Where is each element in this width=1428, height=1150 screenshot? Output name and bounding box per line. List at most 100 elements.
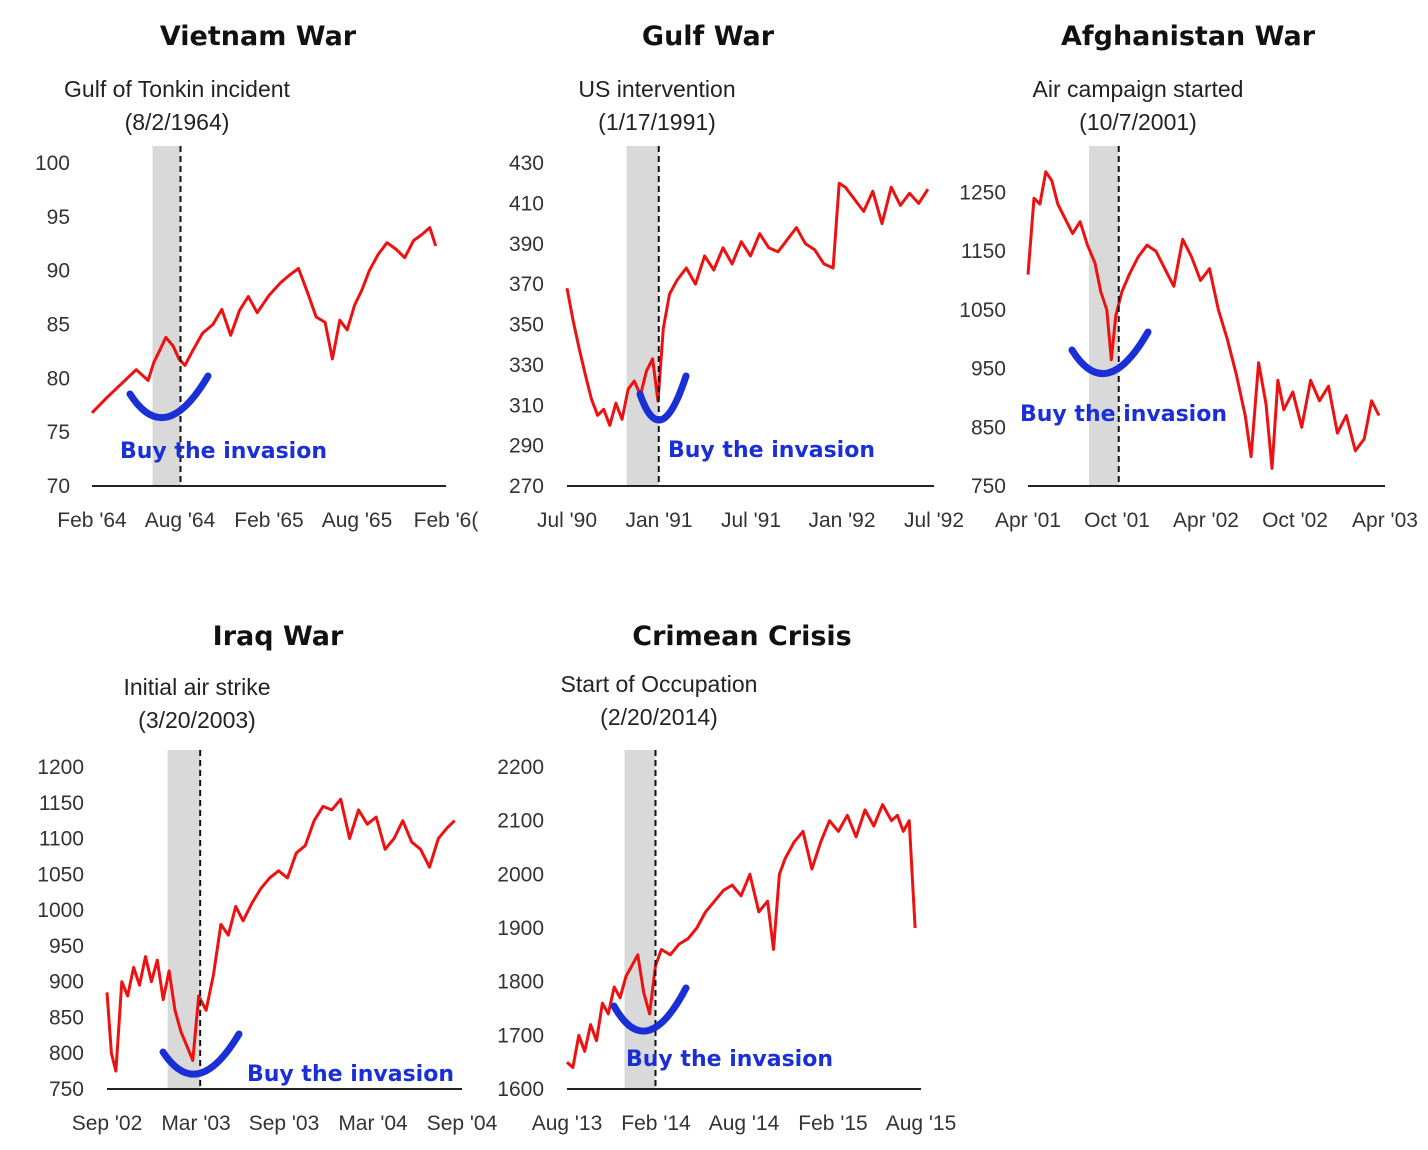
chart-panel-5: Crimean Crisis Start of Occupation (2/20/2… xyxy=(497,621,956,1135)
event-date: (1/17/1991) xyxy=(598,109,716,135)
x-tick-label: Aug '13 xyxy=(532,1112,603,1135)
y-tick-label: 80 xyxy=(47,367,70,390)
pre-event-shade xyxy=(624,750,656,1089)
y-tick-label: 950 xyxy=(49,935,84,958)
y-tick-label: 1100 xyxy=(39,828,84,851)
y-tick-label: 900 xyxy=(49,971,84,994)
y-tick-label: 95 xyxy=(47,206,70,229)
chart-panel-2: Gulf War US intervention (1/17/1991) 430 410… xyxy=(509,21,964,532)
y-tick-label: 2200 xyxy=(497,756,544,779)
y-tick-label: 1600 xyxy=(497,1078,544,1101)
x-tick-label: Sep '04 xyxy=(427,1112,498,1135)
x-tick-label: Jan '92 xyxy=(808,509,875,532)
y-tick-label: 370 xyxy=(509,273,544,296)
y-tick-label: 330 xyxy=(509,354,544,377)
pre-event-shade xyxy=(626,146,659,486)
y-tick-label: 390 xyxy=(509,233,544,256)
event-annotation: Gulf of Tonkin incident xyxy=(64,76,290,102)
chart-title: Vietnam War xyxy=(160,21,357,52)
y-tick-label: 1000 xyxy=(37,899,84,922)
chart-title: Crimean Crisis xyxy=(632,621,851,652)
y-tick-label: 75 xyxy=(47,421,70,444)
price-series-line xyxy=(565,803,917,1069)
y-tick-label: 350 xyxy=(509,314,544,337)
y-tick-label: 310 xyxy=(509,394,544,417)
x-tick-label: Feb '64 xyxy=(57,509,127,532)
y-tick-label: 2100 xyxy=(497,810,544,833)
event-annotation: Start of Occupation xyxy=(561,671,758,697)
x-tick-label: Apr '03 xyxy=(1352,509,1418,532)
x-tick-label: Aug '15 xyxy=(886,1112,957,1135)
y-tick-label: 1900 xyxy=(497,917,544,940)
chart-panel-4: Iraq War Initial air strike (3/20/2003) 120… xyxy=(37,621,497,1135)
y-tick-label: 70 xyxy=(47,475,70,498)
price-series-line xyxy=(565,181,930,427)
y-tick-label: 290 xyxy=(509,435,544,458)
pre-event-shade xyxy=(1088,146,1119,486)
event-date: (3/20/2003) xyxy=(138,707,256,733)
smile-mark xyxy=(636,372,690,424)
smile-mark xyxy=(126,372,212,422)
x-tick-label: Oct '02 xyxy=(1262,509,1328,532)
buy-callout: Buy the invasion xyxy=(120,439,327,464)
y-tick-label: 410 xyxy=(509,192,544,215)
x-tick-label: Jul '91 xyxy=(721,509,781,532)
x-tick-label: Jan '91 xyxy=(625,509,692,532)
y-tick-label: 1200 xyxy=(37,756,84,779)
chart-title: Gulf War xyxy=(642,21,775,52)
y-tick-label: 1050 xyxy=(37,863,84,886)
y-tick-label: 750 xyxy=(971,475,1006,498)
buy-callout: Buy the invasion xyxy=(668,438,875,463)
smile-mark xyxy=(159,1030,243,1078)
x-tick-label: Sep '02 xyxy=(72,1112,143,1135)
chart-panel-3: Afghanistan War Air campaign started (10/7… xyxy=(959,21,1418,532)
y-tick-label: 950 xyxy=(971,358,1006,381)
chart-panel-1: Vietnam War Gulf of Tonkin incident (8/2/1… xyxy=(35,21,478,532)
event-annotation: Initial air strike xyxy=(124,674,271,700)
event-date: (2/20/2014) xyxy=(600,704,718,730)
x-tick-label: Feb '15 xyxy=(798,1112,867,1135)
event-date: (8/2/1964) xyxy=(125,109,230,135)
smile-mark xyxy=(610,984,690,1035)
chart-title: Iraq War xyxy=(213,621,344,652)
x-tick-label: Aug '14 xyxy=(709,1112,780,1135)
buy-callout: Buy the invasion xyxy=(626,1047,833,1072)
pre-event-shade xyxy=(152,146,181,486)
y-tick-label: 1800 xyxy=(497,971,544,994)
y-tick-label: 1150 xyxy=(39,792,84,815)
x-tick-label: Feb '6( xyxy=(414,509,479,532)
y-tick-label: 1050 xyxy=(959,299,1006,322)
x-tick-label: Aug '64 xyxy=(145,509,216,532)
x-tick-label: Jul '92 xyxy=(904,509,964,532)
x-tick-label: Feb '65 xyxy=(234,509,303,532)
y-tick-label: 2000 xyxy=(497,863,544,886)
y-tick-label: 270 xyxy=(509,475,544,498)
price-series-line xyxy=(1026,170,1381,470)
smile-mark xyxy=(1068,328,1152,378)
y-tick-label: 850 xyxy=(971,416,1006,439)
event-date: (10/7/2001) xyxy=(1079,109,1197,135)
event-annotation: Air campaign started xyxy=(1033,76,1244,102)
y-tick-label: 90 xyxy=(47,260,70,283)
buy-callout: Buy the invasion xyxy=(1020,402,1227,427)
x-tick-label: Jul '90 xyxy=(537,509,597,532)
x-tick-label: Sep '03 xyxy=(249,1112,320,1135)
x-tick-label: Mar '03 xyxy=(161,1112,230,1135)
y-tick-label: 1150 xyxy=(961,240,1006,263)
x-tick-label: Oct '01 xyxy=(1084,509,1150,532)
y-tick-label: 800 xyxy=(49,1042,84,1065)
x-tick-label: Mar '04 xyxy=(338,1112,408,1135)
x-tick-label: Feb '14 xyxy=(621,1112,691,1135)
buy-callout: Buy the invasion xyxy=(247,1062,454,1087)
x-tick-label: Aug '65 xyxy=(322,509,393,532)
chart-title: Afghanistan War xyxy=(1061,21,1316,52)
y-tick-label: 1250 xyxy=(959,181,1006,204)
x-tick-label: Apr '01 xyxy=(995,509,1061,532)
y-tick-label: 1700 xyxy=(497,1024,544,1047)
y-tick-label: 85 xyxy=(47,314,70,337)
y-tick-label: 750 xyxy=(49,1078,84,1101)
x-tick-label: Apr '02 xyxy=(1173,509,1239,532)
y-tick-label: 430 xyxy=(509,152,544,175)
event-annotation: US intervention xyxy=(578,76,735,102)
